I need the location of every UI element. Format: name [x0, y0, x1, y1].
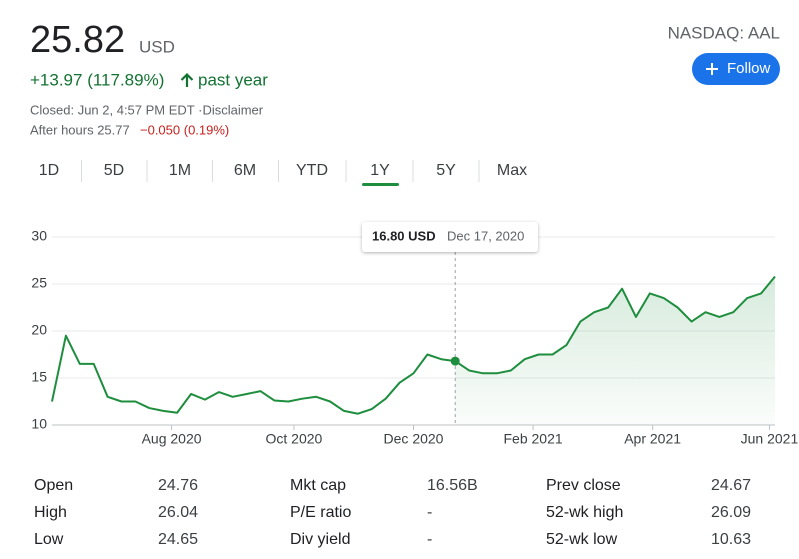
- x-tick-label: Dec 2020: [384, 431, 444, 447]
- follow-label[interactable]: Follow: [727, 60, 771, 77]
- stat-label: 52-wk high: [546, 504, 623, 521]
- period: past year: [198, 70, 268, 89]
- stat-label: P/E ratio: [290, 504, 351, 521]
- range-tab[interactable]: Max: [497, 162, 527, 179]
- stat-label: Low: [34, 531, 64, 548]
- after-hours-change: −0.050 (0.19%): [140, 122, 229, 137]
- price-line: [51, 275, 776, 415]
- up-arrow: [180, 72, 194, 87]
- x-tick-label: Feb 2021: [503, 431, 562, 447]
- y-tick-label: 20: [31, 322, 47, 338]
- follow-bg[interactable]: [692, 53, 780, 85]
- stat-value: 24.65: [158, 531, 198, 548]
- price: 25.82: [30, 19, 125, 61]
- area-fill: [455, 276, 775, 425]
- stat-value: 16.56B: [427, 477, 478, 494]
- stat-value: 24.76: [158, 477, 198, 494]
- range-tab[interactable]: 1M: [169, 162, 191, 179]
- stat-label: 52-wk low: [546, 531, 618, 548]
- stat-label: Open: [34, 477, 73, 494]
- tooltip-date: Dec 17, 2020: [447, 228, 524, 243]
- stat-value: -: [427, 504, 432, 521]
- range-tab[interactable]: 5D: [104, 162, 124, 179]
- change: +13.97 (117.89%): [30, 70, 164, 89]
- exchange: NASDAQ: AAL: [668, 23, 780, 42]
- follow-button[interactable]: Follow: [692, 53, 780, 85]
- stat-label: Mkt cap: [290, 477, 346, 494]
- stat-value: 26.09: [711, 504, 751, 521]
- hover-dot: [450, 356, 460, 366]
- range-tab[interactable]: 1D: [39, 162, 59, 179]
- stat-value: 10.63: [711, 531, 751, 548]
- y-tick-label: 30: [31, 228, 47, 244]
- range-tab[interactable]: 6M: [234, 162, 256, 179]
- tooltip-value: 16.80 USD: [372, 228, 436, 243]
- after-hours: After hours 25.77: [30, 122, 130, 137]
- range-tab[interactable]: 1Y: [370, 162, 390, 179]
- range-tab[interactable]: 5Y: [436, 162, 456, 179]
- stat-label: High: [34, 504, 67, 521]
- stat-label: Prev close: [546, 477, 621, 494]
- tooltip-box: [362, 222, 538, 252]
- x-tick-label: Apr 2021: [624, 431, 681, 447]
- stat-value: -: [427, 531, 432, 548]
- stat-value: 24.67: [711, 477, 751, 494]
- y-tick-label: 15: [31, 369, 47, 385]
- plus-icon: [706, 63, 718, 75]
- x-tick-label: Aug 2020: [142, 431, 202, 447]
- range-tab[interactable]: YTD: [296, 162, 328, 179]
- tab-underline: [362, 183, 399, 186]
- stat-label: Div yield: [290, 531, 350, 548]
- x-tick-label: Oct 2020: [266, 431, 323, 447]
- x-tick-label: Jun 2021: [741, 431, 799, 447]
- stat-value: 26.04: [158, 504, 198, 521]
- currency: USD: [139, 37, 175, 56]
- y-tick-label: 25: [31, 275, 47, 291]
- y-tick-label: 10: [31, 416, 47, 432]
- closed-note: Closed: Jun 2, 4:57 PM EDT ·Disclaimer: [30, 102, 264, 117]
